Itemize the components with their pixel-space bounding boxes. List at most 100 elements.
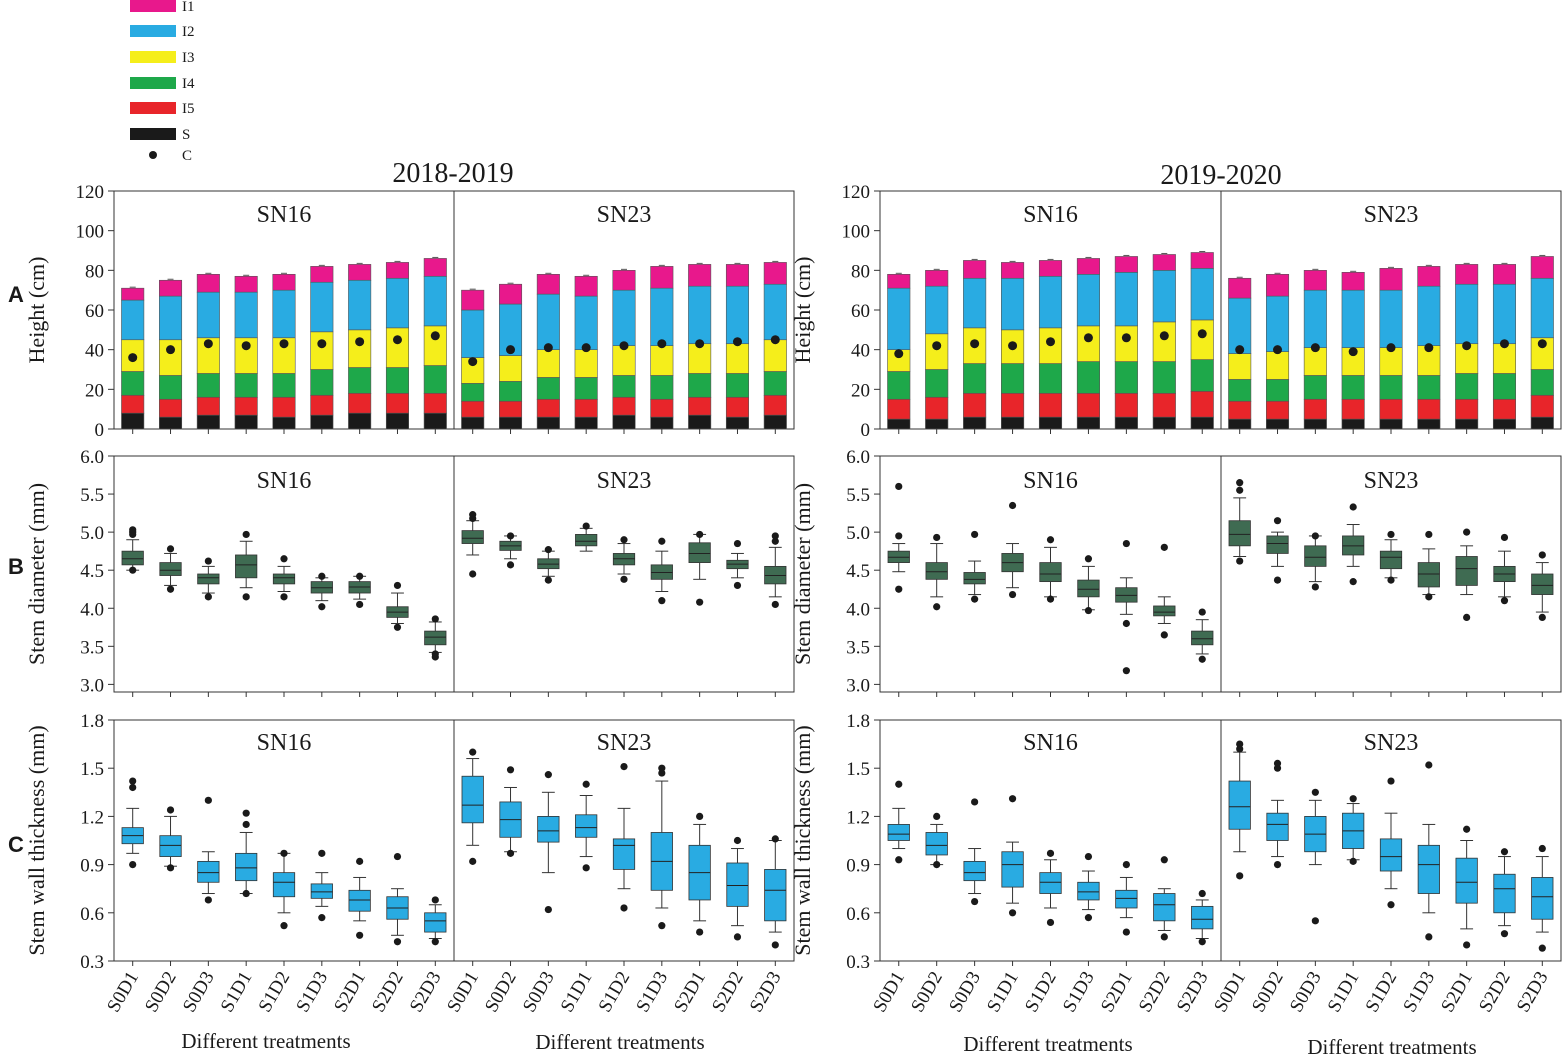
- outlier-point: [895, 532, 903, 540]
- bar-i1: [688, 264, 712, 287]
- outlier-point: [1538, 551, 1546, 559]
- outlier-point: [1273, 517, 1282, 525]
- legend-label-i4: I4: [182, 76, 195, 92]
- bar-i2: [1076, 273, 1100, 327]
- outlier-point: [1160, 856, 1168, 864]
- bar-i2: [925, 285, 949, 335]
- bar-i4: [1341, 375, 1365, 400]
- outlier-point: [1198, 608, 1206, 616]
- y-tick-label: 20: [85, 380, 104, 401]
- bar-i2: [234, 291, 258, 339]
- bar-i1: [1379, 268, 1403, 291]
- bar-i2: [1190, 268, 1214, 321]
- outlier-point: [933, 533, 941, 542]
- bar-i2: [121, 299, 145, 341]
- outlier-point: [1311, 917, 1319, 925]
- y-tick-label: 0: [861, 420, 871, 441]
- outlier-point: [582, 522, 590, 530]
- bar-s: [196, 414, 220, 430]
- outlier-point: [696, 598, 704, 606]
- outlier-point: [129, 777, 137, 785]
- outlier-point: [469, 748, 477, 756]
- outlier-point: [895, 482, 903, 491]
- outlier-point: [544, 771, 552, 779]
- outlier-point: [393, 581, 402, 590]
- bar-i5: [725, 396, 749, 418]
- outlier-point: [544, 546, 552, 554]
- box: [1379, 838, 1403, 872]
- bar-s: [310, 414, 334, 430]
- bar-i1: [499, 283, 523, 305]
- box: [1266, 812, 1289, 841]
- bar-i5: [385, 392, 409, 414]
- legend-marker-c: [149, 151, 157, 159]
- point-c: [581, 343, 591, 353]
- x-tick-label: S2D1: [330, 968, 370, 1016]
- bar-i5: [650, 398, 674, 418]
- x-tick-label: S1D2: [594, 968, 634, 1016]
- bar-i2: [423, 275, 447, 327]
- bar-i4: [887, 371, 911, 400]
- x-tick-label: S1D3: [632, 968, 672, 1016]
- x-tick-label: S1D3: [292, 968, 332, 1016]
- bar-s: [650, 416, 674, 430]
- outlier-point: [318, 572, 326, 580]
- x-tick-label: S2D3: [1513, 968, 1553, 1016]
- legend-swatch-i5: [130, 102, 176, 114]
- y-tick-label: 1.8: [846, 711, 870, 732]
- box: [925, 562, 948, 580]
- bar-i2: [574, 295, 598, 350]
- outlier-point: [356, 857, 364, 865]
- outlier-point: [696, 530, 704, 539]
- bar-i3: [650, 345, 674, 376]
- outlier-point: [1236, 872, 1244, 880]
- bar-i1: [1114, 256, 1138, 273]
- outlier-point: [1425, 761, 1433, 769]
- y-tick-label: 3.5: [80, 637, 104, 658]
- y-tick-label: 3.0: [846, 675, 870, 696]
- outlier-point: [393, 938, 402, 946]
- y-axis-title: Stem diameter (mm): [24, 483, 49, 665]
- bar-s: [612, 414, 636, 430]
- bar-i1: [1530, 256, 1554, 279]
- y-tick-label: 1.5: [846, 759, 870, 780]
- outlier-point: [506, 849, 515, 857]
- box: [963, 860, 986, 882]
- outlier-point: [356, 600, 364, 609]
- outlier-point: [1349, 578, 1357, 586]
- outlier-point: [733, 836, 742, 845]
- bar-i3: [348, 329, 372, 368]
- bar-i1: [612, 270, 636, 291]
- bar-i4: [925, 369, 949, 398]
- bar-i1: [925, 270, 949, 287]
- bar-s: [272, 416, 296, 430]
- bar-i4: [234, 373, 258, 398]
- outlier-point: [733, 581, 742, 590]
- bar-i4: [574, 377, 598, 400]
- legend-label-s: S: [182, 127, 190, 143]
- box: [1304, 545, 1327, 567]
- outlier-point: [1311, 583, 1319, 591]
- bar-i2: [385, 277, 409, 329]
- outlier-point: [971, 595, 979, 603]
- bar-i2: [688, 285, 712, 345]
- box: [348, 889, 371, 912]
- x-tick-label: S0D2: [907, 968, 947, 1016]
- x-tick-label: S1D2: [1361, 968, 1401, 1016]
- outlier-point: [1236, 745, 1244, 753]
- bar-i1: [272, 273, 296, 291]
- legend-swatch-i4: [130, 77, 176, 89]
- outlier-point: [1236, 557, 1244, 565]
- box: [1115, 889, 1138, 909]
- box: [461, 530, 484, 544]
- outlier-point: [1160, 631, 1168, 639]
- box: [1153, 893, 1176, 922]
- bar-s: [423, 412, 447, 430]
- y-tick-label: 60: [85, 301, 104, 322]
- point-c: [1386, 343, 1396, 353]
- point-c: [279, 339, 289, 349]
- outlier-point: [1311, 532, 1319, 540]
- outlier-point: [1538, 944, 1546, 952]
- legend-label-c: C: [182, 148, 192, 164]
- bar-i5: [963, 392, 987, 418]
